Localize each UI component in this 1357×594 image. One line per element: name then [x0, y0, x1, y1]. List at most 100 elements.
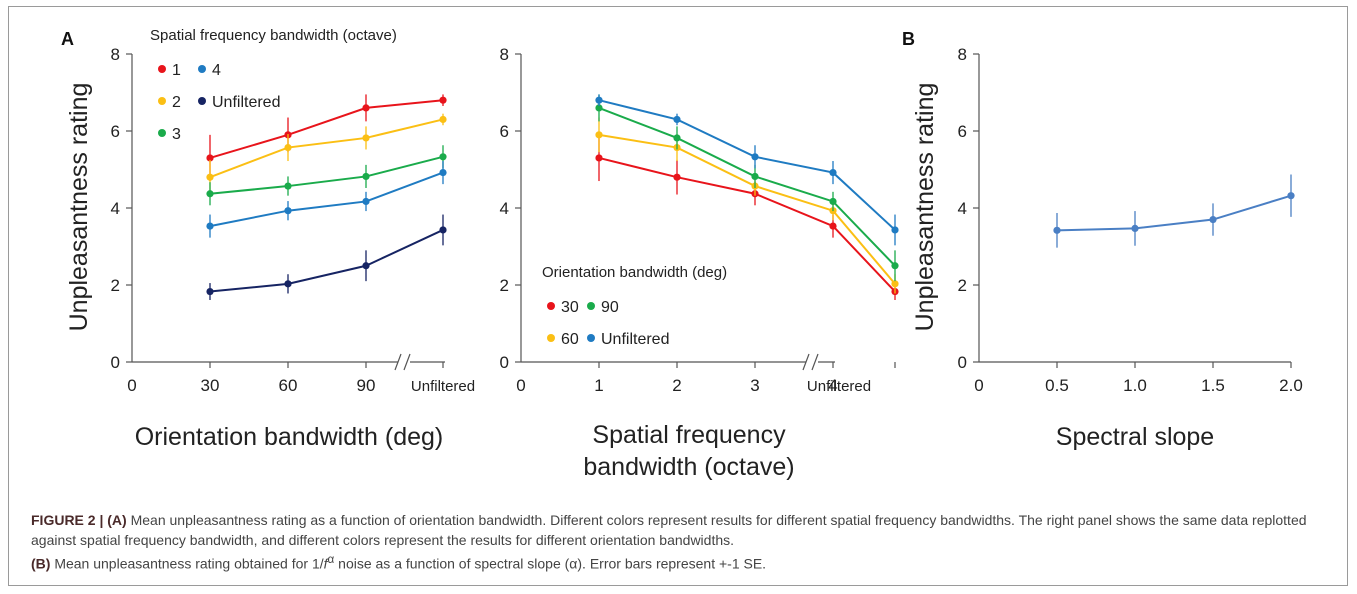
data-point [284, 143, 292, 152]
x-tick-label: 0 [974, 376, 983, 395]
caption-part-a-text: Mean unpleasantness rating as a function… [31, 512, 1307, 548]
caption-part-b-f: f [323, 555, 328, 572]
x-tick-label: 2 [672, 376, 681, 395]
x-axis-title-line2: bandwidth (octave) [583, 453, 794, 481]
x-tick-label: Unfiltered [807, 378, 871, 395]
caption-figure-label: FIGURE 2 | [31, 512, 104, 528]
legend-label: 60 [561, 331, 579, 348]
y-tick-label: 0 [500, 353, 509, 372]
data-point [891, 226, 899, 234]
legend-marker [158, 129, 166, 137]
y-tick-label: 8 [111, 45, 120, 64]
legend-title: Orientation bandwidth (deg) [542, 264, 727, 281]
figure-frame: 0 2 4 6 8 0 30 60 90 Unfiltered 0 2 4 6 8 0 1 2 3 4 Unfilter… [8, 6, 1348, 586]
series-line [598, 99, 896, 231]
legend-label: 90 [601, 299, 619, 316]
data-point [1209, 215, 1217, 224]
caption-part-b-text-2: noise as a function of spectral slope (α… [334, 555, 767, 572]
data-point [829, 222, 837, 230]
legend-marker [547, 302, 555, 310]
caption-part-a-label: (A) [107, 512, 127, 528]
y-tick-label: 2 [500, 276, 509, 295]
data-point [439, 226, 447, 234]
y-axis-title: Unpleasantness rating [911, 83, 939, 332]
legend-marker [158, 65, 166, 73]
data-point [595, 96, 603, 104]
figure-caption: FIGURE 2 | (A) Mean unpleasantness ratin… [31, 510, 1346, 574]
x-tick-label: 0.5 [1045, 376, 1069, 395]
x-axis-title: Orientation bandwidth (deg) [135, 423, 444, 451]
data-point [206, 173, 214, 181]
x-tick-label: 4 [828, 376, 837, 395]
series-line [598, 106, 896, 267]
x-tick-label: 30 [201, 376, 220, 395]
y-tick-label: 0 [958, 353, 967, 372]
data-point [284, 182, 292, 190]
legend-label: 1 [172, 62, 181, 79]
data-point [284, 280, 292, 288]
data-point [751, 153, 759, 161]
data-point [595, 154, 603, 162]
data-point [206, 154, 214, 162]
panel-letter-a: A [61, 29, 74, 49]
caption-part-b-alpha: α [327, 553, 335, 566]
data-point [439, 96, 447, 104]
x-tick-label: 2.0 [1279, 376, 1303, 395]
x-tick-label: 1.0 [1123, 376, 1147, 395]
caption-part-b-text-1: Mean unpleasantness rating obtained for … [50, 555, 324, 572]
data-point [829, 168, 837, 177]
data-point [673, 115, 681, 124]
axis-break-mark [403, 353, 411, 371]
legend-marker [547, 334, 555, 342]
x-tick-label: 3 [750, 376, 759, 395]
x-tick-label: 1 [594, 376, 603, 395]
x-axis-title: Spectral slope [1056, 423, 1214, 451]
axis-break-mark [811, 353, 819, 371]
y-tick-label: 6 [500, 122, 509, 141]
data-point [362, 104, 370, 112]
data-point [362, 134, 370, 142]
legend-label: 30 [561, 299, 579, 316]
x-tick-label: 60 [279, 376, 298, 395]
data-point [206, 190, 214, 198]
data-point [1287, 192, 1295, 200]
series-line [209, 155, 444, 195]
legend-title: Spatial frequency bandwidth (octave) [150, 27, 397, 44]
series-line [1056, 194, 1292, 232]
legend-label: 3 [172, 126, 181, 143]
data-point [829, 197, 837, 206]
legend-marker [198, 97, 206, 105]
data-point [891, 280, 899, 288]
legend-marker [587, 302, 595, 310]
y-tick-label: 4 [958, 199, 967, 218]
panel-letter-b: B [902, 29, 915, 49]
x-tick-label: 0 [516, 376, 525, 395]
data-point [362, 262, 370, 270]
x-tick-label: 90 [357, 376, 376, 395]
y-tick-label: 2 [111, 276, 120, 295]
legend-label: Unfiltered [601, 331, 669, 348]
y-axis-title: Unpleasantness rating [65, 83, 93, 332]
legend-marker [158, 97, 166, 105]
data-point [362, 172, 370, 181]
y-tick-label: 6 [958, 122, 967, 141]
data-point [891, 262, 899, 270]
legend-label: 2 [172, 94, 181, 111]
x-tick-label: 1.5 [1201, 376, 1225, 395]
series-line [209, 229, 444, 293]
data-point [673, 134, 681, 142]
data-point [751, 172, 759, 181]
series-line [209, 99, 444, 159]
legend-label: Unfiltered [212, 94, 280, 111]
y-tick-label: 0 [111, 353, 120, 372]
y-tick-label: 4 [500, 199, 509, 218]
y-tick-label: 4 [111, 199, 120, 218]
data-point [673, 173, 681, 181]
legend-marker [198, 65, 206, 73]
data-point [439, 168, 447, 177]
y-tick-label: 8 [958, 45, 967, 64]
data-point [1131, 224, 1139, 233]
data-point [284, 207, 292, 215]
y-tick-label: 8 [500, 45, 509, 64]
